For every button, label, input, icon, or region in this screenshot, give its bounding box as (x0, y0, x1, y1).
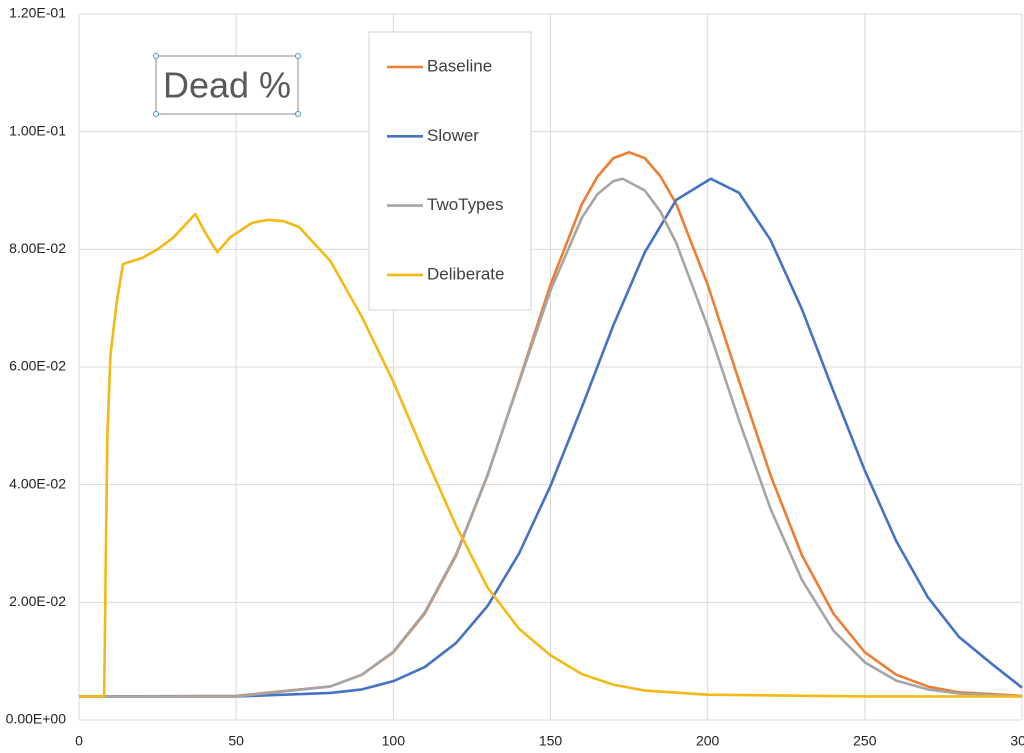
grid-layer: 0.00E+00 2.00E-02 4.00E-02 6.00E-02 8.00E-02… (6, 5, 1024, 749)
y-tick-label: 8.00E-02 (9, 240, 66, 256)
title-box[interactable]: Dead % (153, 53, 301, 117)
selection-handles (153, 53, 301, 117)
y-tick-label: 6.00E-02 (9, 358, 66, 374)
x-tick-label: 200 (696, 733, 720, 749)
legend-label: Slower (427, 126, 479, 145)
series-line (79, 212, 1022, 698)
series-line (79, 177, 1023, 698)
x-tick-label: 100 (382, 733, 406, 749)
y-tick-label: 0.00E+00 (6, 711, 67, 727)
x-tick-label: 50 (228, 733, 244, 749)
chart-title: Dead % (163, 65, 291, 106)
x-tick-label: 300 (1010, 733, 1024, 749)
y-tick-label: 2.00E-02 (9, 593, 66, 609)
legend-label: TwoTypes (427, 195, 504, 214)
x-tick-label: 0 (75, 733, 83, 749)
title-frame (155, 55, 299, 115)
y-tick-label: 1.00E-01 (9, 122, 66, 138)
y-tick-label: 4.00E-02 (9, 475, 66, 491)
legend-frame (368, 31, 532, 311)
legend-label: Baseline (427, 56, 492, 75)
x-tick-label: 250 (853, 733, 877, 749)
legend-label: Deliberate (427, 264, 505, 283)
x-tick-label: 150 (539, 733, 563, 749)
series-layer (78, 150, 1023, 698)
series-line (79, 177, 1023, 698)
legend: Baseline Slower TwoTypes Deliberate (368, 31, 532, 311)
y-tick-label: 1.20E-01 (9, 5, 66, 21)
